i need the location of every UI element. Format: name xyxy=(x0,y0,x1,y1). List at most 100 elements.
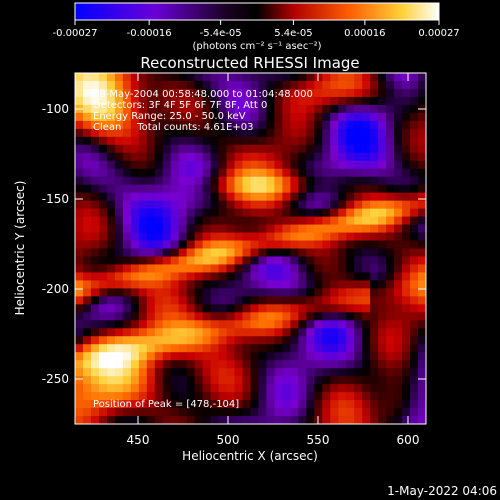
heatmap-pixel xyxy=(354,128,363,138)
heatmap-pixel xyxy=(114,296,124,305)
heatmap-pixel xyxy=(410,208,419,218)
heatmap-pixel xyxy=(226,136,236,146)
colorbar-unit-label: (photons cm⁻² s⁻¹ asec⁻²) xyxy=(192,41,321,52)
heatmap-pixel xyxy=(162,328,172,337)
heatmap-pixel xyxy=(362,272,371,282)
heatmap-pixel xyxy=(322,184,331,194)
heatmap-pixel xyxy=(418,160,426,170)
heatmap-pixel xyxy=(378,73,387,82)
heatmap-pixel xyxy=(218,328,228,337)
heatmap-pixel xyxy=(418,152,426,162)
heatmap-pixel xyxy=(378,336,387,345)
heatmap-pixel xyxy=(194,392,204,401)
heatmap-pixel xyxy=(378,416,387,424)
heatmap-pixel xyxy=(106,200,116,210)
heatmap-pixel xyxy=(354,248,363,258)
heatmap-pixel xyxy=(330,248,339,258)
heatmap-pixel xyxy=(234,376,244,385)
heatmap-pixel xyxy=(274,256,284,266)
heatmap-pixel xyxy=(178,176,188,186)
heatmap-pixel xyxy=(210,288,220,297)
heatmap-pixel xyxy=(194,400,204,409)
heatmap-pixel xyxy=(386,136,395,146)
heatmap-pixel xyxy=(290,96,299,106)
heatmap-pixel xyxy=(138,168,148,178)
heatmap-pixel xyxy=(194,296,204,305)
heatmap-pixel xyxy=(354,344,363,353)
heatmap-pixel xyxy=(75,248,84,258)
heatmap-pixel xyxy=(242,376,252,385)
heatmap-pixel xyxy=(154,264,164,274)
heatmap-pixel xyxy=(346,240,355,250)
heatmap-pixel xyxy=(202,216,212,226)
heatmap-pixel xyxy=(98,344,108,353)
heatmap-pixel xyxy=(122,328,132,337)
heatmap-pixel xyxy=(306,160,315,170)
heatmap-pixel xyxy=(258,384,268,393)
heatmap-pixel xyxy=(130,224,140,234)
heatmap-pixel xyxy=(202,304,212,313)
heatmap-pixel xyxy=(290,312,299,321)
heatmap-pixel xyxy=(82,360,92,369)
heatmap-pixel xyxy=(402,384,411,393)
heatmap-pixel xyxy=(138,112,148,122)
heatmap-pixel xyxy=(218,152,228,162)
heatmap-pixel xyxy=(274,328,284,337)
heatmap-pixel xyxy=(314,360,323,369)
heatmap-pixel xyxy=(82,312,92,321)
heatmap-pixel xyxy=(402,272,411,282)
heatmap-pixel xyxy=(122,352,132,361)
heatmap-pixel xyxy=(330,144,339,154)
heatmap-pixel xyxy=(330,232,339,242)
heatmap-pixel xyxy=(338,296,347,305)
heatmap-pixel xyxy=(210,208,220,218)
heatmap-pixel xyxy=(122,96,132,106)
heatmap-pixel xyxy=(178,248,188,258)
heatmap-pixel xyxy=(274,240,284,250)
heatmap-pixel xyxy=(202,200,212,210)
heatmap-pixel xyxy=(386,416,395,424)
heatmap-pixel xyxy=(274,120,284,130)
heatmap-pixel xyxy=(330,73,339,82)
heatmap-pixel xyxy=(354,176,363,186)
heatmap-pixel xyxy=(258,208,268,218)
heatmap-pixel xyxy=(322,256,331,266)
heatmap-pixel xyxy=(82,416,92,424)
heatmap-pixel xyxy=(210,352,220,361)
heatmap-pixel xyxy=(282,272,291,282)
heatmap-pixel xyxy=(162,192,172,202)
heatmap-pixel xyxy=(75,344,84,353)
heatmap-pixel xyxy=(162,73,172,82)
heatmap-pixel xyxy=(338,304,347,313)
heatmap-pixel xyxy=(178,360,188,369)
heatmap-pixel xyxy=(402,232,411,242)
heatmap-pixel xyxy=(162,200,172,210)
heatmap-pixel xyxy=(154,400,164,409)
heatmap-pixel xyxy=(282,328,291,337)
heatmap-pixel xyxy=(75,312,84,321)
heatmap-pixel xyxy=(258,392,268,401)
x-tick-label: 500 xyxy=(217,433,240,447)
heatmap-pixel xyxy=(290,240,299,250)
heatmap-pixel xyxy=(178,224,188,234)
heatmap-pixel xyxy=(194,192,204,202)
heatmap-pixel xyxy=(322,392,331,401)
heatmap-pixel xyxy=(378,136,387,146)
heatmap-pixel xyxy=(210,304,220,313)
heatmap-pixel xyxy=(266,360,276,369)
heatmap-pixel xyxy=(338,320,347,329)
heatmap-pixel xyxy=(75,216,84,226)
heatmap-pixel xyxy=(146,360,156,369)
heatmap-pixel xyxy=(330,128,339,138)
heatmap-pixel xyxy=(154,384,164,393)
heatmap-pixel xyxy=(410,96,419,106)
heatmap-pixel xyxy=(394,240,403,250)
heatmap-pixel xyxy=(210,408,220,417)
heatmap-pixel xyxy=(274,224,284,234)
heatmap-pixel xyxy=(154,216,164,226)
heatmap-pixel xyxy=(186,392,196,401)
heatmap-pixel xyxy=(154,192,164,202)
heatmap-pixel xyxy=(250,320,260,329)
heatmap-pixel xyxy=(362,112,371,122)
heatmap-pixel xyxy=(274,128,284,138)
